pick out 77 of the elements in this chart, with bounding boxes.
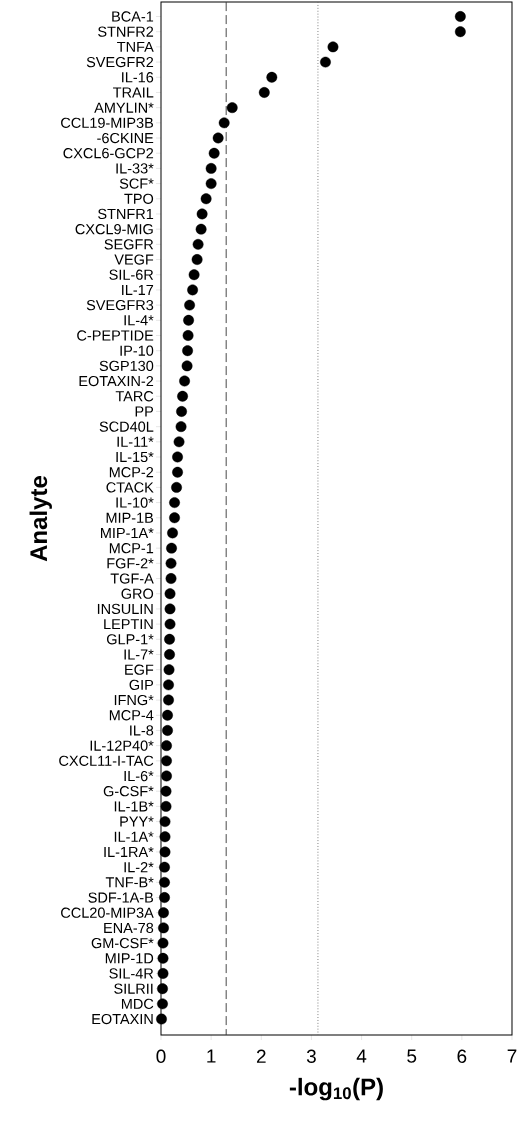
y-tick-label: PP [135,406,154,417]
y-tick-label: MIP-1D [105,953,154,964]
y-tick-label: INSULIN [97,603,153,615]
y-tick-label: CCL19-MIP3B [61,117,154,128]
y-tick-label: LEPTIN [104,619,153,630]
y-tick-label: C-PEPTIDE [77,330,154,341]
y-tick-label: GLP-1* [106,634,154,645]
y-tick-label: IL-10* [116,497,154,508]
y-tick-label: SILRII [114,983,153,994]
x-tick-label: 6 [457,1049,467,1063]
y-tick-label: MCP-2 [109,467,154,478]
y-tick-label: IL-6* [124,770,154,782]
y-tick-label: IL-4* [124,315,154,326]
y-tick-label: SCD40L [99,421,154,432]
y-tick-label: TNF-B* [105,877,154,888]
x-tick-label: 5 [407,1049,417,1063]
y-tick-label: IL-2* [124,862,154,873]
y-tick-label: IL-1A* [114,831,154,842]
y-tick-label: EOTAXIN-2 [79,375,154,387]
y-tick-label: CXCL9-MIG [75,224,153,235]
y-tick-label: IP-10 [120,345,154,356]
y-tick-label: IL-1B* [114,801,154,812]
y-tick-label: MDC [121,998,154,1009]
x-axis-title: -log$_{10}$(P) [289,1077,383,1101]
y-axis-title: Analyte [29,476,52,562]
y-tick-label: CTACK [106,482,154,493]
y-tick-label: MIP-1B [106,512,154,523]
y-tick-label: CXCL6-GCP2 [63,148,154,159]
y-tick-label: IL-1RA* [104,846,154,857]
y-tick-label: TGF-A [110,573,154,584]
y-tick-label: AMYLIN* [94,102,154,113]
y-tick-label: SDF-1A-B [88,892,154,903]
y-tick-label: CCL20-MIP3A [61,907,154,918]
y-tick-label: IL-15* [116,451,154,463]
y-tick-label: IL-7* [124,649,154,660]
y-tick-label: TRAIL [113,87,154,98]
y-tick-label: GIP [129,679,154,691]
y-tick-label: EGF [125,664,154,675]
x-tick-label: 3 [306,1049,316,1063]
y-tick-label: SGP130 [99,360,154,372]
y-tick-label: SIL-4R [109,968,154,979]
y-tick-label: MCP-1 [109,543,154,554]
y-tick-label: MCP-4 [109,710,154,721]
y-tick-label: SEGFR [104,239,154,250]
y-tick-label: TARC [115,391,154,402]
y-tick-label: SVEGFR2 [86,56,154,68]
y-tick-label: EOTAXIN [92,1013,153,1025]
y-tick-label: SVEGFR3 [86,299,154,311]
y-tick-label: CXCL11-I-TAC [59,755,154,766]
y-tick-label: FGF-2* [107,558,154,569]
y-tick-label: GM-CSF* [91,937,154,949]
y-tick-label: IL-17 [122,284,154,295]
y-tick-label: -6CKINE [97,132,154,144]
x-tick-label: 4 [356,1049,367,1063]
y-tick-label: IL-8 [130,725,154,736]
y-tick-label: TNFA [117,41,154,52]
x-tick-label: 1 [207,1049,216,1063]
y-tick-label: SCF* [119,178,154,189]
y-tick-label: SIL-6R [109,269,154,280]
y-tick-label: MIP-1A* [101,527,154,538]
y-tick-label: STNFR1 [98,208,154,220]
y-tick-label: G-CSF* [103,786,154,797]
y-tick-label: ENA-78 [104,922,154,934]
y-tick-label: GRO [121,588,154,599]
y-tick-label: IFNG* [114,694,154,706]
x-tick-label: 0 [156,1049,166,1063]
x-tick-label: 2 [256,1049,266,1063]
y-tick-label: IL-12P40* [90,740,154,751]
y-tick-label: IL-16 [122,72,154,83]
y-tick-label: PYY* [120,816,154,827]
y-tick-label: TPO [124,193,154,204]
y-tick-label: IL-33* [116,163,154,174]
y-tick-label: BCA-1 [112,11,154,22]
y-tick-label: IL-11* [117,436,154,447]
y-tick-label: STNFR2 [98,26,154,37]
x-tick-label: 7 [507,1049,517,1063]
y-tick-label: VEGF [114,254,154,265]
